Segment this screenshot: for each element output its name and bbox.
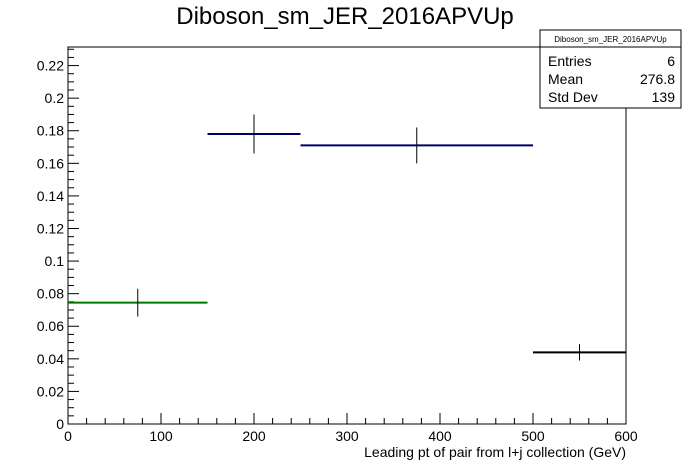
x-tick-label: 200 bbox=[242, 428, 266, 444]
stats-row-label: Entries bbox=[548, 53, 592, 69]
histogram-bin bbox=[533, 344, 626, 361]
x-axis: 0 100 200 300 400 500 600 bbox=[64, 413, 638, 444]
chart-title: Diboson_sm_JER_2016APVUp bbox=[176, 3, 514, 30]
stats-row-value: 6 bbox=[667, 53, 675, 69]
x-tick-label: 600 bbox=[614, 428, 638, 444]
histogram-bin bbox=[300, 127, 533, 164]
stats-box-border bbox=[539, 29, 682, 109]
y-tick-label: 0.08 bbox=[37, 286, 64, 302]
x-tick-label: 300 bbox=[335, 428, 359, 444]
stats-row-value: 276.8 bbox=[640, 71, 675, 87]
y-tick-label: 0.18 bbox=[37, 123, 64, 139]
y-tick-label: 0.14 bbox=[37, 188, 64, 204]
stats-box: Diboson_sm_JER_2016APVUp Entries 6 Mean 276… bbox=[539, 29, 682, 109]
x-tick-label: 100 bbox=[149, 428, 173, 444]
y-tick-label: 0.1 bbox=[45, 253, 65, 269]
stats-box-title: Diboson_sm_JER_2016APVUp bbox=[554, 35, 667, 44]
histogram-bins bbox=[68, 114, 626, 361]
histogram-bin bbox=[68, 288, 208, 317]
x-tick-label: 0 bbox=[64, 428, 72, 444]
histogram-bin bbox=[207, 114, 301, 154]
y-tick-label: 0.04 bbox=[37, 351, 64, 367]
y-tick-label: 0.16 bbox=[37, 155, 64, 171]
stats-row-label: Mean bbox=[548, 71, 583, 87]
y-tick-label: 0 bbox=[56, 416, 64, 432]
stats-row-value: 139 bbox=[652, 89, 676, 105]
y-tick-label: 0.12 bbox=[37, 220, 64, 236]
y-tick-label: 0.2 bbox=[45, 90, 65, 106]
x-tick-label: 400 bbox=[428, 428, 452, 444]
x-axis-title: Leading pt of pair from l+j collection (… bbox=[364, 444, 626, 460]
y-tick-label: 0.02 bbox=[37, 383, 64, 399]
stats-row-label: Std Dev bbox=[548, 89, 598, 105]
y-tick-label: 0.22 bbox=[37, 58, 64, 74]
y-tick-label: 0.06 bbox=[37, 318, 64, 334]
x-tick-label: 500 bbox=[521, 428, 545, 444]
stats-box-rows: Entries 6 Mean 276.8 Std Dev 139 bbox=[548, 53, 675, 105]
y-axis: 0 0.02 0.04 0.06 0.08 0.1 0.12 0.14 0.16 0.18 0.2 0… bbox=[37, 48, 79, 432]
